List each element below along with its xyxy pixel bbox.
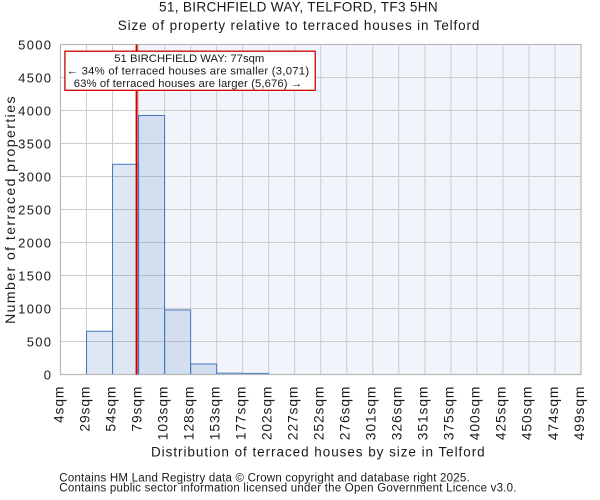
svg-text:Distribution of terraced house: Distribution of terraced houses by size … xyxy=(151,445,486,460)
svg-text:375sqm: 375sqm xyxy=(442,386,457,440)
svg-text:202sqm: 202sqm xyxy=(260,386,275,440)
svg-text:400sqm: 400sqm xyxy=(468,386,483,440)
svg-text:Contains public sector informa: Contains public sector information licen… xyxy=(59,482,516,494)
svg-text:1500: 1500 xyxy=(18,269,52,284)
svg-text:177sqm: 177sqm xyxy=(233,386,248,440)
svg-text:4sqm: 4sqm xyxy=(51,386,66,423)
svg-text:351sqm: 351sqm xyxy=(416,386,431,440)
svg-text:29sqm: 29sqm xyxy=(77,386,92,432)
svg-text:3500: 3500 xyxy=(18,137,52,152)
svg-text:51 BIRCHFIELD WAY: 77sqm: 51 BIRCHFIELD WAY: 77sqm xyxy=(114,53,264,65)
svg-text:54sqm: 54sqm xyxy=(103,386,118,432)
svg-text:276sqm: 276sqm xyxy=(338,386,353,440)
svg-text:301sqm: 301sqm xyxy=(364,386,379,440)
svg-text:79sqm: 79sqm xyxy=(129,386,144,432)
svg-text:51, BIRCHFIELD WAY, TELFORD, T: 51, BIRCHFIELD WAY, TELFORD, TF3 5HN xyxy=(159,0,438,15)
svg-text:2000: 2000 xyxy=(18,236,52,251)
svg-text:63% of terraced houses are lar: 63% of terraced houses are larger (5,676… xyxy=(74,78,302,90)
svg-text:153sqm: 153sqm xyxy=(207,386,222,440)
svg-text:252sqm: 252sqm xyxy=(312,386,327,440)
svg-text:5000: 5000 xyxy=(18,38,52,53)
svg-text:227sqm: 227sqm xyxy=(286,386,301,440)
svg-text:500: 500 xyxy=(27,335,53,350)
svg-text:474sqm: 474sqm xyxy=(546,386,561,440)
svg-text:2500: 2500 xyxy=(18,203,52,218)
svg-text:103sqm: 103sqm xyxy=(155,386,170,440)
svg-text:4000: 4000 xyxy=(18,104,52,119)
svg-text:326sqm: 326sqm xyxy=(390,386,405,440)
svg-text:4500: 4500 xyxy=(18,71,52,86)
svg-text:3000: 3000 xyxy=(18,170,52,185)
svg-text:← 34% of terraced houses are s: ← 34% of terraced houses are smaller (3,… xyxy=(67,66,310,78)
svg-text:450sqm: 450sqm xyxy=(520,386,535,440)
svg-text:Number of terraced properties: Number of terraced properties xyxy=(2,95,18,324)
svg-text:128sqm: 128sqm xyxy=(181,386,196,440)
svg-text:Contains HM Land Registry data: Contains HM Land Registry data © Crown c… xyxy=(59,472,470,484)
svg-text:499sqm: 499sqm xyxy=(572,386,587,440)
svg-text:1000: 1000 xyxy=(18,302,52,317)
svg-text:Size of property relative to t: Size of property relative to terraced ho… xyxy=(118,18,480,33)
svg-text:425sqm: 425sqm xyxy=(494,386,509,440)
svg-text:0: 0 xyxy=(44,368,53,383)
